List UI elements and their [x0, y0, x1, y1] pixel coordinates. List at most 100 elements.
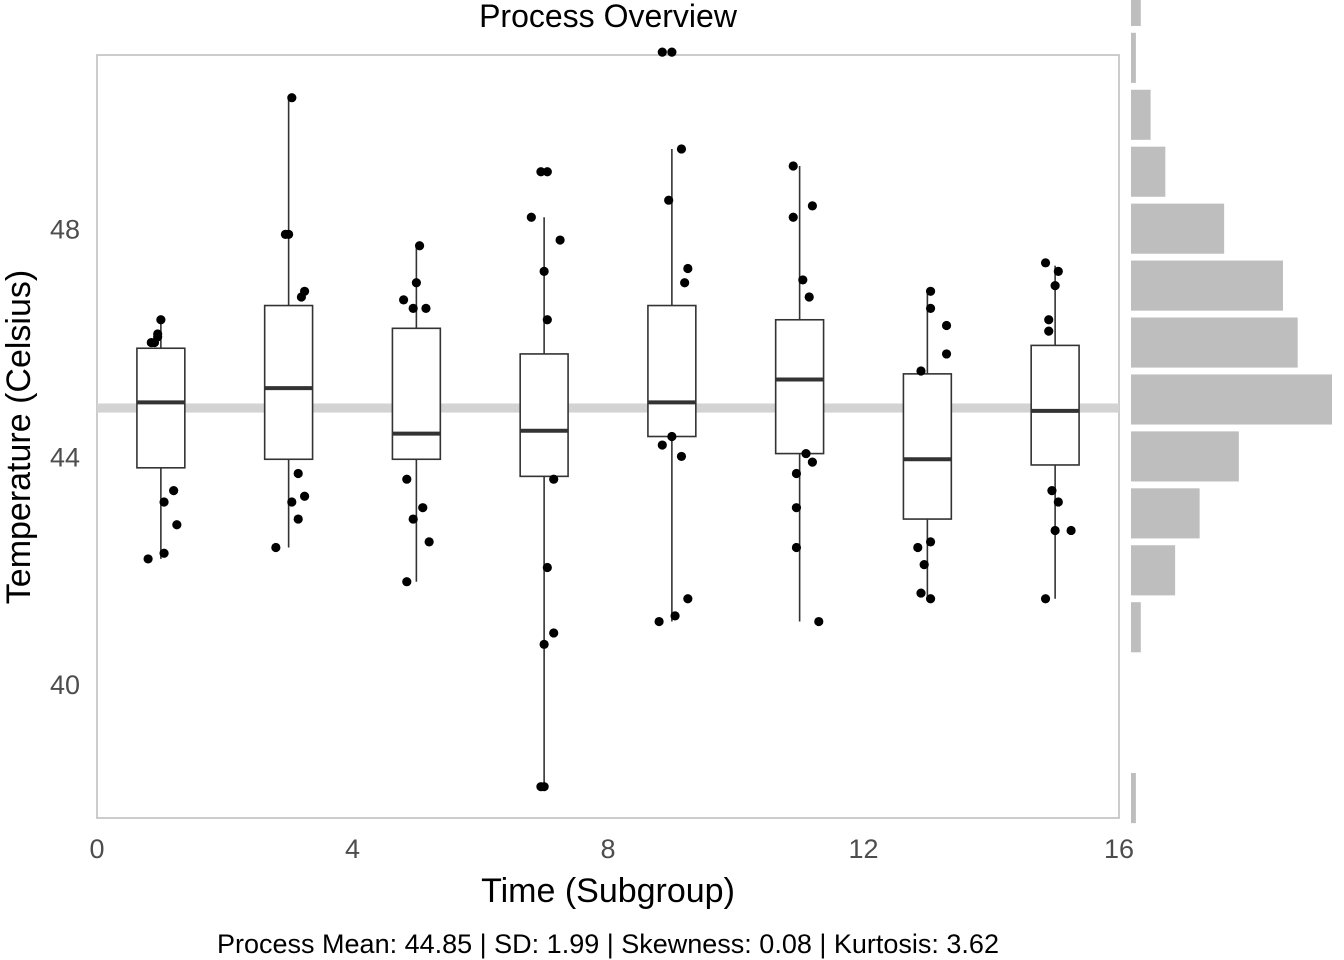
- data-point: [804, 292, 814, 302]
- data-point: [1047, 485, 1057, 496]
- data-point: [916, 366, 926, 376]
- box-iqr: [519, 353, 569, 478]
- data-point: [814, 616, 824, 627]
- data-point: [555, 235, 565, 245]
- data-point: [925, 594, 936, 604]
- data-point: [1050, 525, 1060, 536]
- data-point: [539, 639, 549, 649]
- stats-caption: Process Mean: 44.85 | SD: 1.99 | Skewnes…: [217, 929, 999, 959]
- data-point: [542, 167, 552, 177]
- data-point: [153, 329, 163, 339]
- box-subgroup-5: [391, 245, 442, 582]
- x-axis-label: Time (Subgroup): [481, 872, 735, 910]
- data-point: [670, 611, 680, 621]
- data-point: [1040, 594, 1051, 604]
- y-tick-label: 44: [50, 442, 80, 472]
- data-point: [788, 161, 798, 171]
- data-point: [667, 47, 677, 57]
- data-point: [664, 195, 674, 205]
- box-iqr: [774, 318, 825, 455]
- data-point: [172, 520, 182, 530]
- data-point: [941, 349, 952, 359]
- data-point: [526, 212, 536, 222]
- x-tick-label: 16: [1104, 834, 1134, 864]
- data-point: [683, 263, 693, 274]
- data-point: [542, 315, 552, 325]
- y-axis-label: Temperature (Celsius): [0, 270, 38, 604]
- data-point: [654, 616, 664, 627]
- data-point: [913, 542, 923, 553]
- data-point: [1044, 315, 1054, 325]
- data-point: [293, 514, 303, 524]
- data-point: [271, 542, 281, 553]
- data-point: [1053, 266, 1063, 276]
- y-tick-label: 48: [50, 215, 80, 245]
- box-iqr: [902, 373, 953, 520]
- box-subgroup-13: [902, 291, 953, 599]
- data-point: [807, 201, 818, 211]
- data-point: [925, 286, 936, 296]
- data-point: [807, 457, 818, 467]
- x-tick-label: 8: [600, 834, 615, 864]
- histogram-bar: [1131, 260, 1283, 311]
- jitter-points-layer: [143, 47, 1076, 792]
- histogram-bar: [1131, 545, 1176, 596]
- data-point: [683, 594, 693, 604]
- histogram-bar: [1131, 374, 1332, 425]
- data-point: [287, 497, 297, 507]
- data-point: [299, 491, 310, 501]
- data-point: [919, 560, 929, 570]
- histogram-bar: [1131, 488, 1200, 539]
- plot-frame: [96, 54, 1120, 819]
- histogram-bar: [1131, 146, 1166, 197]
- data-point: [159, 548, 169, 558]
- box-subgroup-7: [519, 217, 569, 787]
- box-subgroup-9: [647, 148, 697, 622]
- y-axis-ticks: 40 44 48: [50, 215, 80, 701]
- process-mean-band-layer: [97, 403, 1119, 413]
- data-point: [916, 588, 926, 598]
- data-point: [549, 474, 559, 484]
- boxplot-layer: [136, 97, 1080, 787]
- data-point: [146, 337, 156, 348]
- histogram-bar: [1131, 431, 1239, 482]
- data-point: [414, 241, 425, 251]
- chart-title: Process Overview: [479, 0, 738, 34]
- data-point: [798, 275, 808, 285]
- box-iqr: [263, 304, 314, 461]
- data-point: [402, 474, 412, 484]
- box-subgroup-15: [1030, 265, 1080, 599]
- data-point: [680, 278, 690, 288]
- data-point: [941, 320, 952, 331]
- data-point: [399, 295, 409, 305]
- data-point: [1053, 497, 1063, 507]
- histogram-bar: [1131, 0, 1141, 26]
- data-point: [676, 451, 687, 462]
- data-point: [542, 562, 552, 573]
- data-point: [657, 440, 667, 450]
- data-point: [1044, 326, 1054, 336]
- data-point: [1040, 258, 1051, 268]
- data-point: [143, 554, 153, 564]
- data-point: [159, 497, 169, 507]
- x-tick-label: 4: [345, 834, 360, 864]
- data-point: [424, 537, 434, 547]
- data-point: [156, 315, 166, 325]
- data-point: [293, 468, 303, 479]
- data-point: [536, 167, 546, 177]
- data-point: [1066, 525, 1076, 536]
- x-axis-ticks: 0 4 8 12 16: [89, 834, 1134, 864]
- data-point: [287, 93, 297, 103]
- data-point: [925, 537, 936, 547]
- data-point: [539, 782, 549, 792]
- histogram-bar: [1131, 773, 1136, 824]
- data-point: [408, 514, 418, 524]
- data-point: [676, 144, 687, 154]
- data-point: [791, 542, 802, 553]
- data-point: [657, 47, 667, 57]
- data-point: [801, 448, 811, 459]
- data-point: [402, 577, 412, 587]
- x-tick-label: 12: [848, 834, 878, 864]
- histogram-bar: [1131, 317, 1298, 368]
- marginal-histogram: [1131, 0, 1332, 824]
